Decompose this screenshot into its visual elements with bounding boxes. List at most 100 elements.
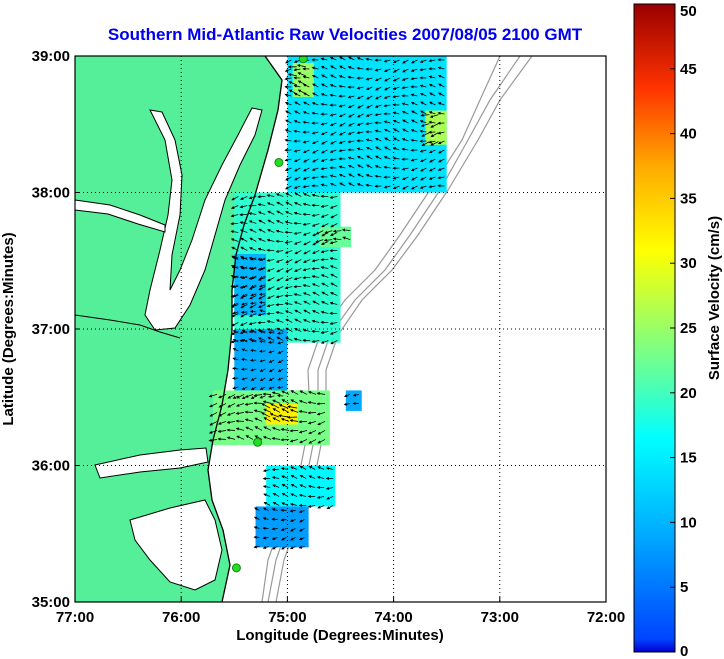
current-arrow-icon [285,277,293,281]
current-arrow-icon [320,167,328,171]
current-arrow-icon [226,420,236,424]
current-arrow-icon [289,419,299,423]
current-arrow-icon [357,164,364,169]
current-arrow-icon [329,265,338,269]
colorbar-tick-label: 20 [680,385,697,402]
current-arrow-icon [325,486,334,490]
current-arrow-icon [320,274,329,278]
colorbar-gradient [633,3,676,653]
current-arrow-icon [298,537,305,541]
current-arrow-icon [330,273,338,278]
current-arrow-icon [249,304,257,309]
current-arrow-icon [258,219,266,224]
current-vectors [208,56,445,550]
current-arrow-icon [271,427,281,431]
current-arrow-icon [285,185,292,190]
current-arrow-icon [253,409,263,413]
current-arrow-icon [272,399,281,404]
current-arrow-icon [330,282,338,287]
current-arrow-icon [250,284,257,288]
current-arrow-icon [302,140,310,144]
current-arrow-icon [430,123,439,128]
colorbar-tick-label: 45 [680,61,697,78]
current-arrow-icon [365,86,373,91]
current-arrow-icon [438,83,445,88]
current-arrow-icon [268,359,275,363]
station-dot-icon [231,563,241,573]
current-arrow-icon [280,438,290,442]
current-arrow-icon [437,167,445,171]
current-arrow-icon [365,122,373,126]
current-arrow-icon [257,313,266,317]
current-arrow-icon [267,336,275,341]
current-arrow-icon [290,528,296,532]
current-arrow-icon [428,185,436,189]
x-tick-label: 75:00 [268,609,306,626]
current-arrow-icon [284,77,292,81]
current-arrow-icon [329,205,338,209]
current-arrow-icon [299,474,307,479]
current-arrow-icon [311,259,320,263]
current-arrow-icon [275,193,284,197]
current-arrow-icon [275,319,284,323]
current-arrow-icon [338,113,346,118]
current-arrow-icon [317,439,326,444]
current-arrow-icon [236,394,245,399]
current-arrow-icon [290,493,298,497]
current-arrow-icon [348,113,355,118]
current-arrow-icon [299,466,307,470]
current-arrow-icon [259,339,266,344]
current-arrow-icon [437,176,445,180]
current-arrow-icon [321,83,328,88]
current-arrow-icon [374,113,382,117]
y-axis-label: Latitude (Degrees:Minutes) [0,232,17,425]
colorbar-tick-label: 15 [680,450,697,467]
current-arrow-icon [289,429,299,433]
current-arrow-icon [321,282,329,287]
current-arrow-icon [258,238,266,242]
current-arrow-icon [258,292,266,296]
current-arrow-icon [339,131,346,136]
current-arrow-icon [437,131,445,135]
current-arrow-icon [356,155,364,160]
current-arrow-icon [419,92,427,97]
y-tick-label: 39:00 [32,48,70,65]
current-arrow-icon [321,223,329,228]
current-arrow-icon [392,86,400,90]
current-arrow-icon [241,275,248,279]
colorbar-tick-label: 5 [680,579,688,596]
current-arrow-icon [438,149,445,154]
current-arrow-icon [285,268,293,273]
current-arrow-icon [392,176,400,180]
current-arrow-icon [290,475,298,479]
current-arrow-icon [374,77,382,82]
current-arrow-icon [347,131,355,135]
current-arrow-icon [241,293,248,297]
current-arrow-icon [263,426,272,431]
current-arrow-icon [312,83,319,88]
grid-lines [75,56,606,602]
current-arrow-icon [428,120,436,124]
current-arrow-icon [240,304,248,309]
current-arrow-icon [258,295,266,300]
current-arrow-icon [329,149,337,153]
current-arrow-icon [316,412,326,416]
current-arrow-icon [307,401,317,405]
current-arrow-icon [303,300,311,305]
current-arrow-icon [347,104,355,109]
current-arrow-icon [338,140,346,144]
velocity-cell [234,329,288,398]
current-arrow-icon [254,426,263,431]
current-arrow-icon [230,214,239,218]
current-arrow-icon [312,291,320,296]
current-arrow-icon [250,266,257,270]
current-arrow-icon [383,185,391,189]
current-arrow-icon [419,68,427,72]
current-arrow-icon [289,502,298,507]
current-arrow-icon [277,385,284,390]
current-arrow-icon [272,546,278,550]
current-arrow-icon [240,237,248,242]
current-arrow-icon [232,293,239,298]
current-arrow-icon [285,201,293,206]
y-axis-ticks: 35:00 36:00 37:00 38:00 39:00 [32,48,80,611]
